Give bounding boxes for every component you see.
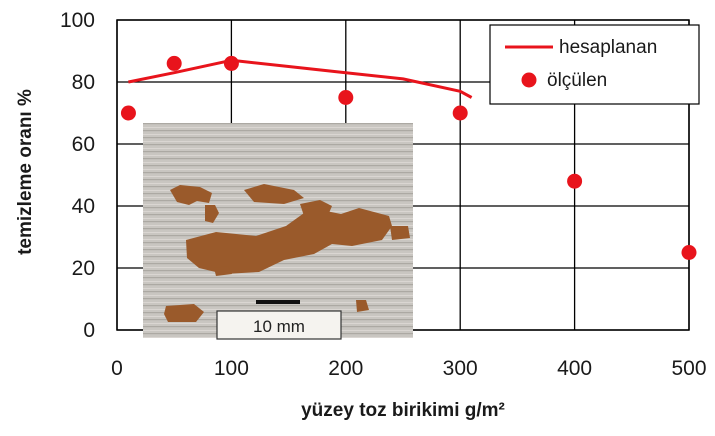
data-point-olculen [223,55,239,71]
inset-photo: 10 mm [143,123,413,340]
y-tick-label: 40 [72,195,95,218]
x-tick-label: 0 [111,357,123,380]
data-point-olculen [452,105,468,121]
x-tick-label: 500 [671,357,706,380]
x-tick-label: 200 [328,357,363,380]
x-axis-title: yüzey toz birikimi g/m² [301,400,505,421]
legend-label-olculen: ölçülen [547,70,607,91]
series [120,55,697,260]
y-tick-label: 20 [72,257,95,280]
y-tick-label: 80 [72,71,95,94]
data-point-olculen [681,245,697,260]
dust-deposits [164,184,410,322]
data-point-olculen [166,55,182,71]
data-point-olculen [338,90,354,105]
legend: hesaplanan ölçülen [489,24,700,105]
axis-tick-labels: 0 100 200 300 400 500 0 20 40 60 80 100 [60,9,707,380]
scale-label: 10 mm [253,317,305,336]
legend-label-hesaplanan: hesaplanan [559,37,657,58]
data-point-olculen [120,105,136,121]
scale-bar [256,300,300,304]
legend-dot-swatch [521,72,537,88]
y-axis-title: temizleme oranı % [15,89,36,255]
x-tick-label: 300 [443,357,478,380]
scale-label-box [216,310,342,340]
x-tick-label: 100 [214,357,249,380]
series-line-hesaplanan [128,58,473,99]
data-point-olculen [567,173,583,189]
y-tick-label: 60 [72,133,95,156]
x-tick-label: 400 [557,357,592,380]
y-tick-label: 100 [60,9,95,32]
y-tick-label: 0 [83,319,95,342]
